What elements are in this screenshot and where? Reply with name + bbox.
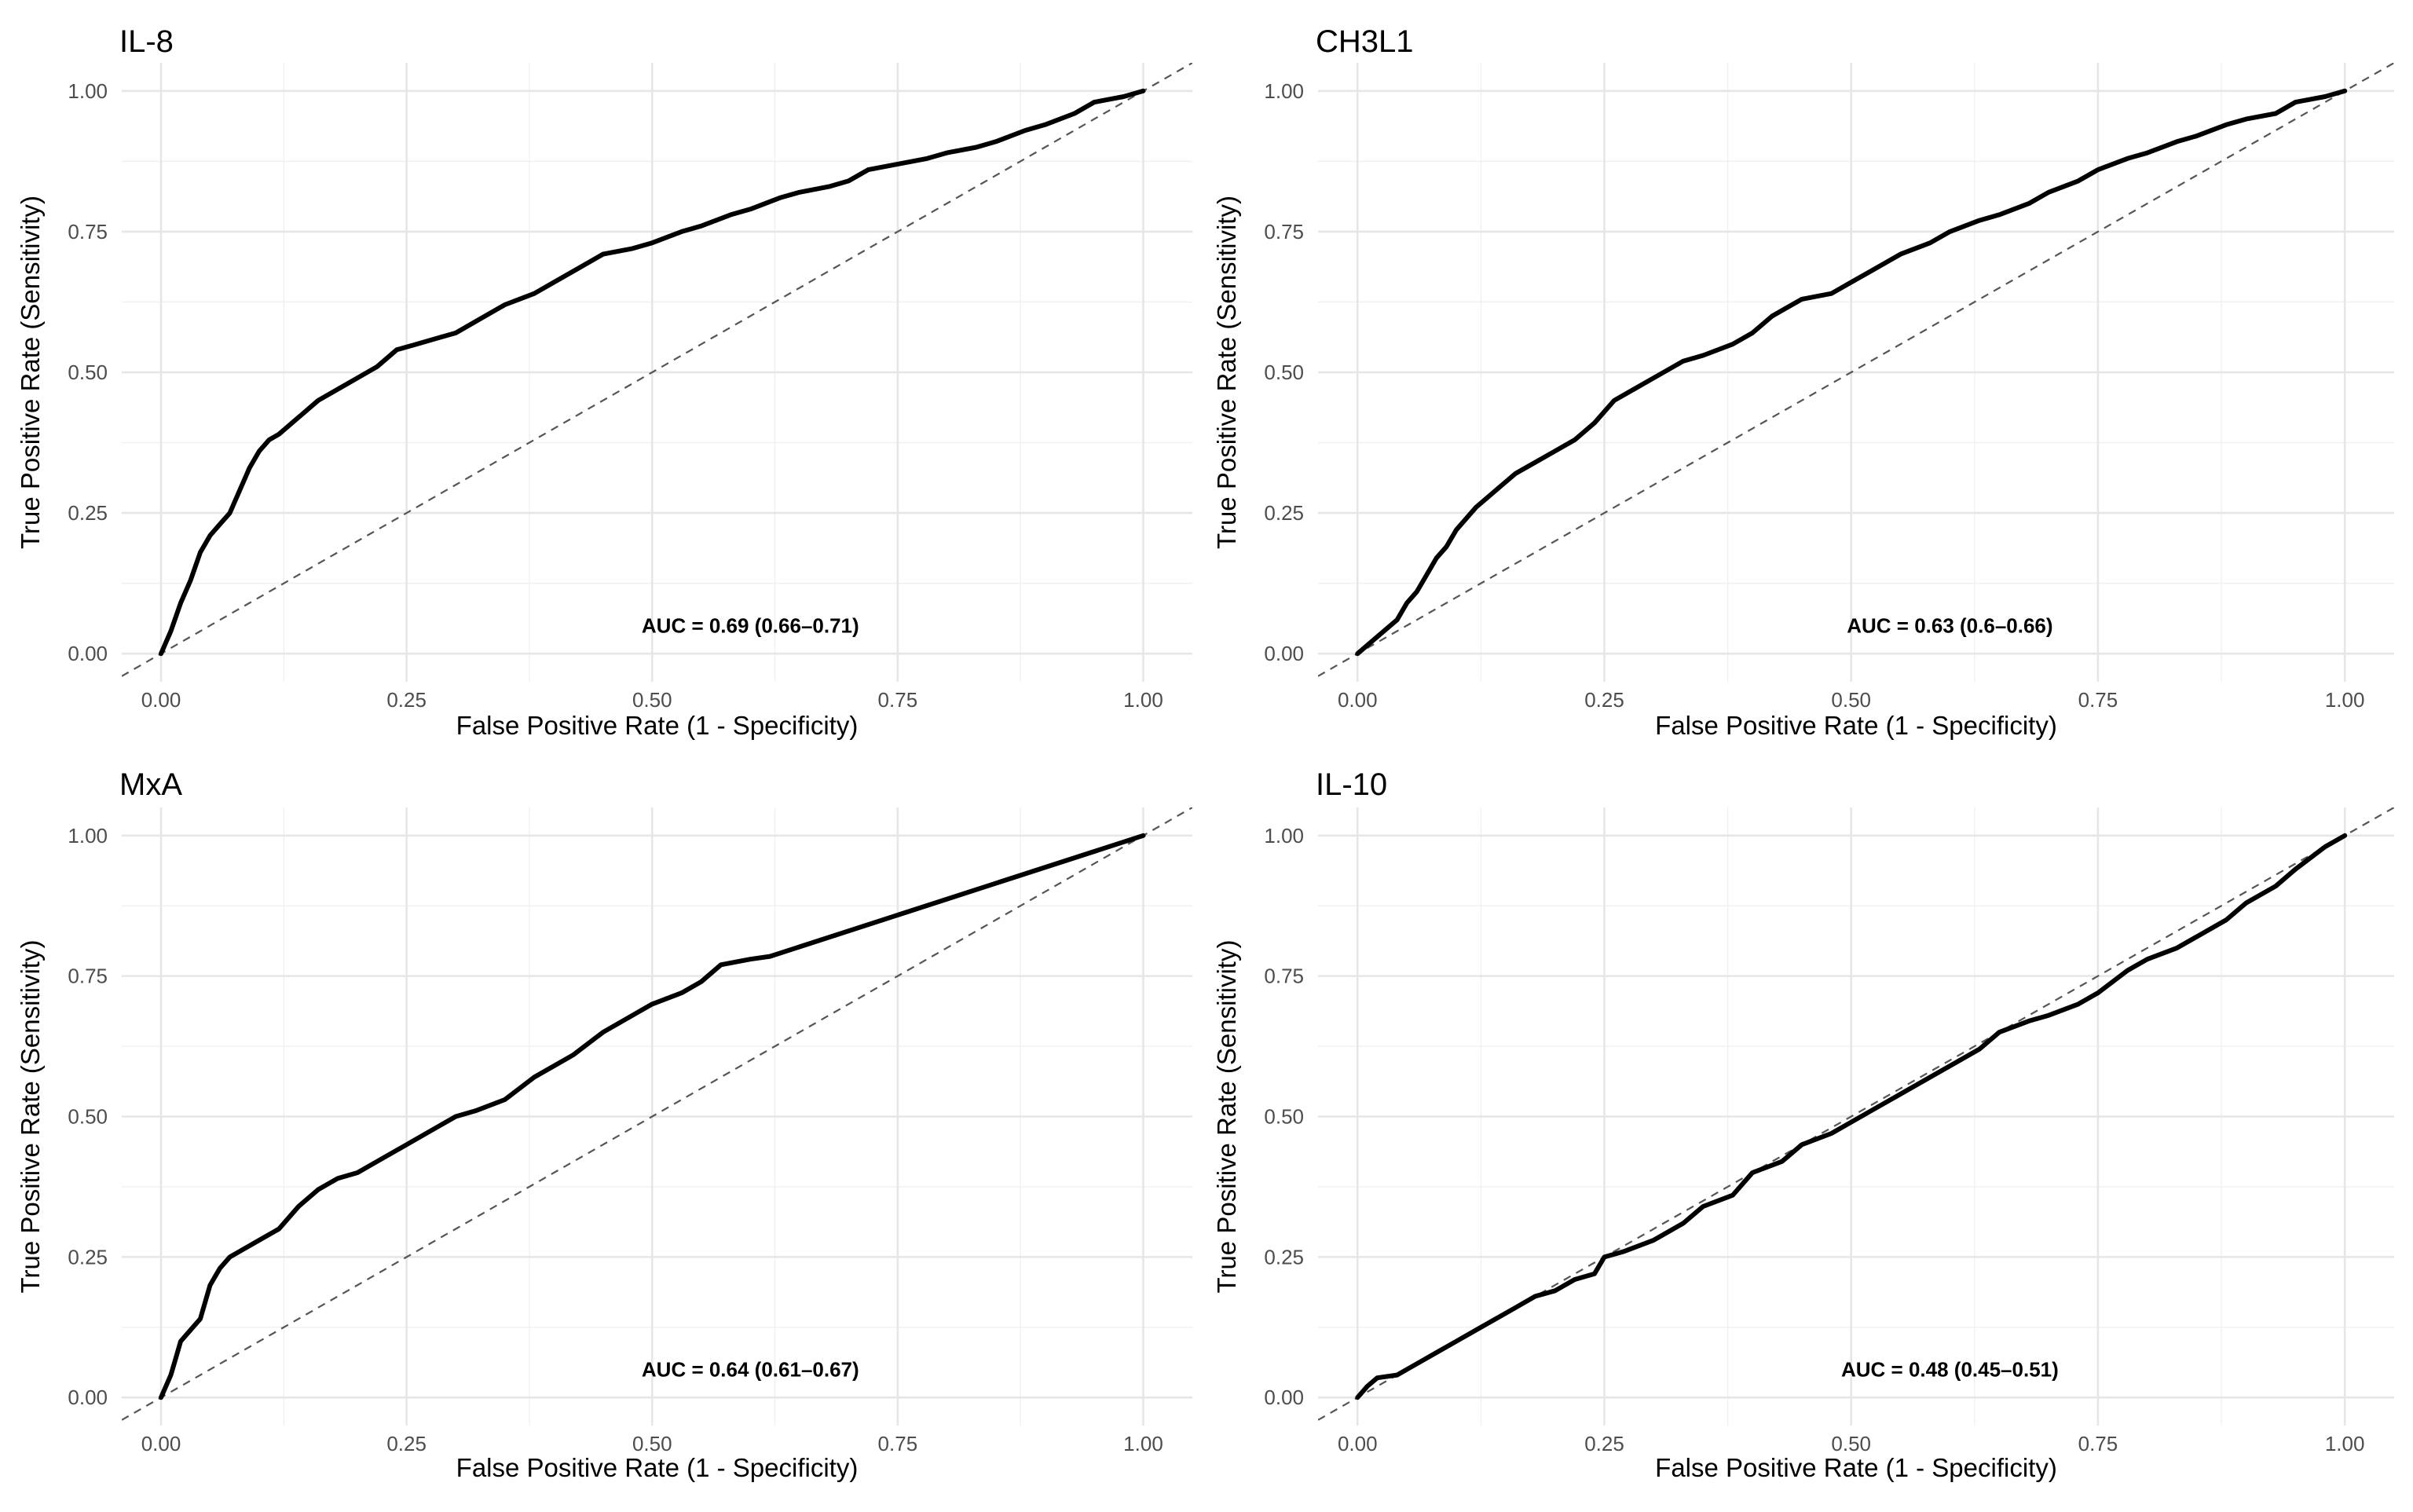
y-tick-label: 0.00: [68, 642, 108, 665]
x-tick-label: 0.00: [141, 688, 181, 712]
x-tick-label: 1.00: [2325, 1432, 2365, 1455]
y-axis-title: True Positive Rate (Sensitivity): [1212, 940, 1241, 1294]
panel-title: IL-8: [119, 24, 174, 59]
x-tick-label: 0.50: [632, 1432, 672, 1455]
roc-curve-line: [159, 88, 1146, 657]
x-tick-label: 0.75: [878, 688, 918, 712]
x-axis-title: False Positive Rate (1 - Specificity): [1655, 1453, 2057, 1482]
x-tick-label: 1.00: [2325, 688, 2365, 712]
auc-annotation: AUC = 0.69 (0.66–0.71): [642, 613, 859, 637]
roc-panel-1: 0.00 0.25 0.50 0.75 1.00 0.00 0.25 0.50 0.75 1.00…: [16, 24, 1192, 740]
y-tick-label: 0.50: [1264, 361, 1304, 384]
auc-annotation: AUC = 0.48 (0.45–0.51): [1841, 1357, 2059, 1381]
y-tick-label: 1.00: [1264, 79, 1304, 103]
y-tick-label: 0.75: [1264, 965, 1304, 988]
y-axis-title: True Positive Rate (Sensitivity): [16, 940, 45, 1294]
y-tick-label: 0.25: [68, 501, 108, 525]
y-tick-label: 0.00: [1264, 642, 1304, 665]
y-tick-label: 1.00: [68, 824, 108, 848]
x-tick-label: 0.75: [878, 1432, 918, 1455]
y-tick-label: 0.50: [68, 1105, 108, 1129]
roc-curve-line: [1355, 833, 2348, 1400]
reference-diagonal-line: [1318, 63, 2394, 677]
y-tick-label: 0.25: [1264, 501, 1304, 525]
x-tick-label: 0.00: [1338, 688, 1378, 712]
y-tick-label: 0.75: [1264, 220, 1304, 243]
x-tick-label: 1.00: [1123, 688, 1163, 712]
x-tick-label: 0.50: [1831, 1432, 1871, 1455]
y-tick-label: 0.25: [1264, 1245, 1304, 1269]
y-tick-label: 0.25: [68, 1245, 108, 1269]
roc-curve-line: [159, 833, 1146, 1400]
x-axis-title: False Positive Rate (1 - Specificity): [456, 711, 859, 740]
x-tick-label: 0.25: [1584, 1432, 1624, 1455]
panel-title: CH3L1: [1316, 24, 1414, 59]
x-axis-title: False Positive Rate (1 - Specificity): [456, 1453, 859, 1482]
y-tick-label: 1.00: [1264, 824, 1304, 848]
y-tick-label: 1.00: [68, 79, 108, 103]
roc-panel-3: 0.00 0.25 0.50 0.75 1.00 0.00 0.25 0.50 0.75 1.00…: [16, 767, 1192, 1482]
roc-curve-line: [1355, 88, 2348, 657]
y-tick-label: 0.75: [68, 965, 108, 988]
panel-title: IL-10: [1316, 767, 1387, 802]
x-tick-label: 0.75: [2078, 1432, 2118, 1455]
y-tick-label: 0.50: [68, 361, 108, 384]
x-tick-label: 0.25: [386, 1432, 427, 1455]
y-tick-label: 0.75: [68, 220, 108, 243]
panel-title: MxA: [119, 767, 182, 802]
x-tick-label: 0.00: [141, 1432, 181, 1455]
y-axis-title: True Positive Rate (Sensitivity): [1212, 196, 1241, 549]
x-tick-label: 0.25: [1584, 688, 1624, 712]
auc-annotation: AUC = 0.63 (0.6–0.66): [1847, 613, 2052, 637]
x-tick-label: 0.75: [2078, 688, 2118, 712]
reference-diagonal-line: [122, 63, 1192, 677]
y-tick-label: 0.50: [1264, 1105, 1304, 1129]
x-tick-label: 0.50: [1831, 688, 1871, 712]
y-tick-label: 0.00: [1264, 1386, 1304, 1409]
roc-panel-2: 0.00 0.25 0.50 0.75 1.00 0.00 0.25 0.50 0.75 1.00…: [1212, 24, 2394, 740]
x-axis-title: False Positive Rate (1 - Specificity): [1655, 711, 2057, 740]
y-axis-title: True Positive Rate (Sensitivity): [16, 196, 45, 549]
x-tick-label: 1.00: [1123, 1432, 1163, 1455]
roc-panel-4: 0.00 0.25 0.50 0.75 1.00 0.00 0.25 0.50 0.75 1.00…: [1212, 767, 2394, 1482]
x-tick-label: 0.25: [386, 688, 427, 712]
reference-diagonal-line: [122, 807, 1192, 1421]
x-tick-label: 0.50: [632, 688, 672, 712]
auc-annotation: AUC = 0.64 (0.61–0.67): [642, 1357, 859, 1381]
y-tick-label: 0.00: [68, 1386, 108, 1409]
x-tick-label: 0.00: [1338, 1432, 1378, 1455]
